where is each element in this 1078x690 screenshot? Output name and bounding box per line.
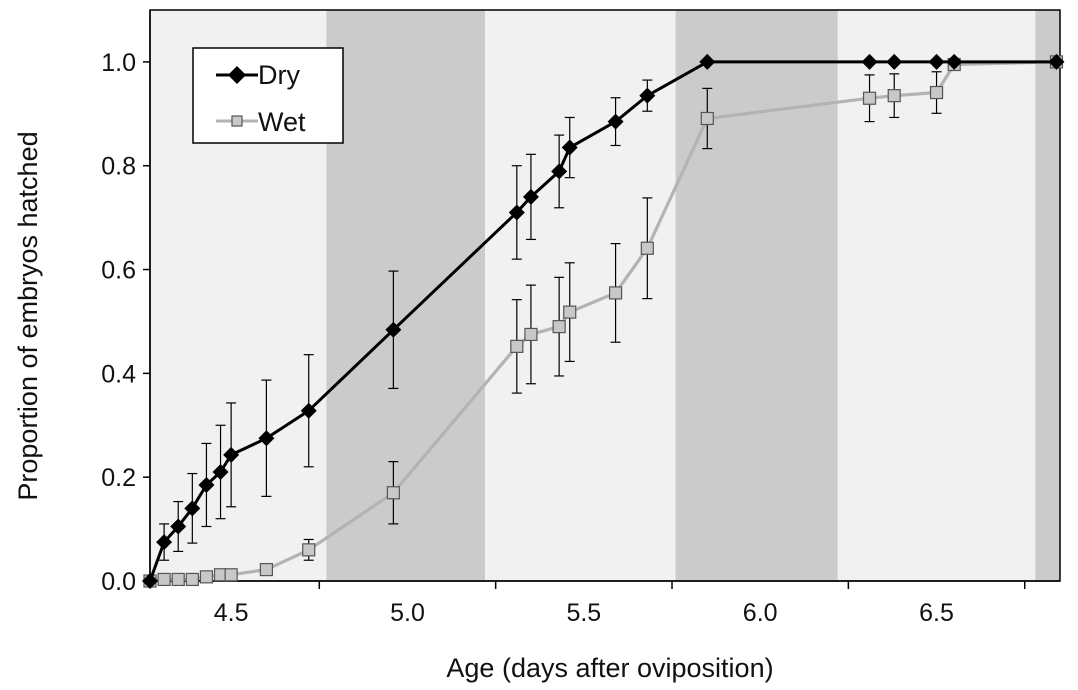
legend-box [192,47,344,144]
y-tick-label: 0.8 [101,153,136,181]
data-point-dry [170,518,187,535]
x-tick-label: 4.5 [214,599,249,627]
data-point-wet [700,111,714,126]
legend-label-wet: Wet [258,107,306,137]
data-point-wet [552,320,566,334]
data-point-wet [171,572,185,587]
y-tick-label: 0.0 [101,568,136,596]
data-point-dry [699,53,716,70]
data-point-wet [640,241,654,255]
x-tick-label: 5.0 [390,599,425,627]
legend-label-dry: Dry [258,60,300,90]
y-tick-label: 0.4 [101,360,136,388]
data-point-wet [929,85,944,100]
data-point-dry [946,53,963,70]
data-point-dry [198,476,215,493]
data-point-dry [223,446,240,463]
data-point-wet [259,562,273,577]
data-point-dry [861,53,878,70]
data-point-dry [258,430,275,447]
data-point-wet [386,486,400,500]
series-dry [142,53,1065,589]
data-point-dry [212,463,229,480]
data-point-dry [561,139,578,156]
x-axis-title: Age (days after oviposition) [446,653,773,683]
background-band-dark [675,10,838,581]
series-layer [142,53,1065,589]
data-point-wet [563,305,577,319]
data-point-wet [199,570,214,584]
background-band-light [485,10,676,581]
legend: Dry Wet [192,47,344,144]
y-tick-label: 0.6 [101,257,136,285]
data-point-dry [156,534,173,551]
data-point-dry [1048,53,1065,70]
data-point-wet [608,286,623,300]
data-point-dry [385,321,402,338]
legend-marker-dry [228,66,246,84]
x-tick-label: 5.5 [566,599,601,627]
y-tick-label: 1.0 [101,49,136,77]
series-line-wet [149,60,1057,583]
background-band-dark [1035,10,1060,581]
data-point-wet [887,89,901,103]
data-point-dry [639,87,656,104]
data-point-dry [508,204,525,221]
data-point-wet [302,543,316,557]
series-line-dry [148,60,1057,582]
x-tick-label: 6.5 [919,599,954,627]
y-tick-label: 0.2 [101,464,136,492]
data-point-dry [928,53,945,70]
legend-marker-wet [231,115,243,127]
data-point-wet [510,339,524,353]
axes: 0.0 0.2 0.4 0.6 0.8 1.0 4.5 5.0 5.5 6.0 6.5 [101,9,1061,627]
data-point-dry [522,188,539,205]
data-point-dry [607,113,624,130]
data-point-dry [886,53,903,70]
data-point-wet [524,327,538,342]
data-point-dry [551,163,568,180]
y-axis-title: Proportion of embryos hatched [13,131,43,500]
data-point-dry [184,500,201,517]
x-tick-label: 6.0 [743,599,778,627]
data-point-wet [224,568,238,582]
data-point-wet [185,572,199,587]
background-band-dark [326,10,486,581]
data-point-wet [157,572,171,587]
data-point-dry [142,573,158,589]
data-point-wet [862,91,877,105]
data-point-dry [300,402,317,419]
